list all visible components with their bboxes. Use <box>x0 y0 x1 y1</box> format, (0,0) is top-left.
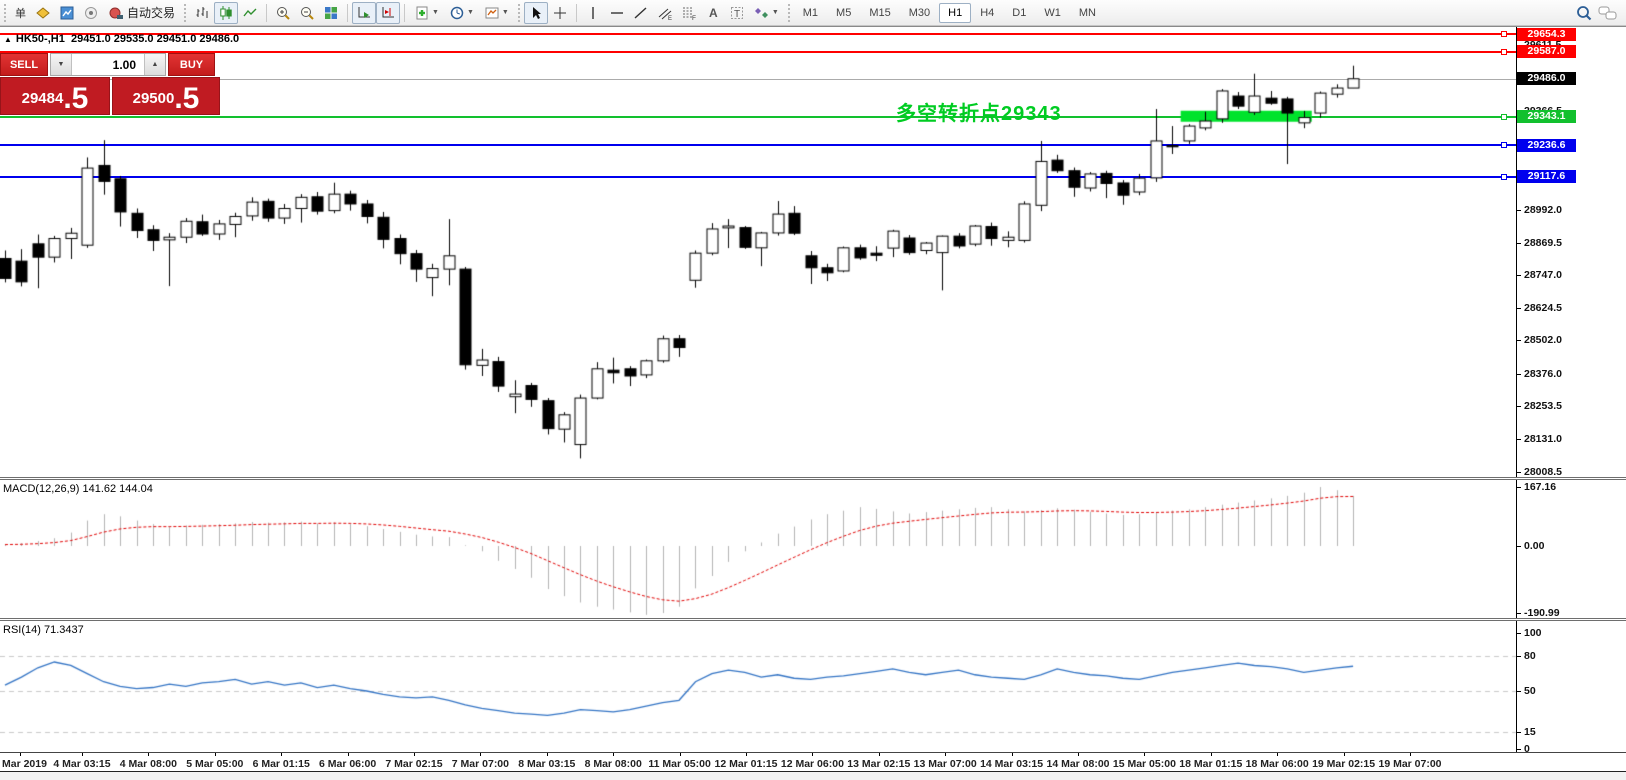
toolbar-grip[interactable] <box>184 3 187 22</box>
toolbar-grip[interactable] <box>787 3 790 22</box>
signals-icon[interactable] <box>79 2 103 24</box>
zoom-in-icon[interactable] <box>271 2 295 24</box>
templates-button[interactable]: ▼ <box>479 2 514 24</box>
rsi-indicator-label: RSI(14) 71.3437 <box>3 624 84 636</box>
fibonacci-icon[interactable]: F <box>677 2 701 24</box>
pane-splitter-macd[interactable] <box>0 477 1626 480</box>
tf-mn[interactable]: MN <box>1078 6 1096 19</box>
tf-h4[interactable]: H4 <box>980 6 995 19</box>
tf-d1[interactable]: D1 <box>1012 6 1027 19</box>
window-bottom-strip <box>0 772 1626 780</box>
chart-ohlc-title: ▲ HK50-,H1 29451.0 29535.0 29451.0 29486.… <box>4 33 239 45</box>
main-toolbar: 单 自动交易 ▼ ▼ ▼ E F A T ▼ M1 M5 M15 M30 H1 H4 D1 W… <box>0 0 1626 26</box>
chevron-down-icon: ▼ <box>466 9 474 16</box>
window-bottom-border <box>0 771 1626 772</box>
price-axis-line <box>1516 27 1517 752</box>
volume-stepper: ▼ 1.00 ▲ <box>50 53 166 76</box>
clock-icon <box>450 6 464 19</box>
symbol-period-label: HK50-,H1 <box>15 33 65 45</box>
new-order-label: 单 <box>15 7 26 20</box>
chevron-down-icon: ▼ <box>771 9 779 16</box>
new-order-button[interactable]: 单 <box>10 2 31 24</box>
line-chart-icon[interactable] <box>238 2 262 24</box>
sell-price-box[interactable]: 29484.5 <box>0 77 110 115</box>
tf-m15[interactable]: M15 <box>869 6 891 19</box>
auto-trading-button[interactable]: 自动交易 <box>103 2 180 24</box>
crosshair-icon[interactable] <box>548 2 572 24</box>
volume-decrease-button[interactable]: ▼ <box>51 54 72 75</box>
volume-value[interactable]: 1.00 <box>112 57 136 72</box>
tf-w1[interactable]: W1 <box>1044 6 1061 19</box>
svg-text:T: T <box>734 9 740 20</box>
sell-price-pips: .5 <box>63 81 89 115</box>
sell-button[interactable]: SELL <box>0 53 48 76</box>
trendline-icon[interactable] <box>629 2 653 24</box>
horizontal-line-icon[interactable] <box>605 2 629 24</box>
search-icon[interactable] <box>1572 2 1596 24</box>
ohlc-values: 29451.0 29535.0 29451.0 29486.0 <box>70 33 240 45</box>
indicators-icon <box>416 6 428 19</box>
svg-text:A: A <box>709 6 718 20</box>
chat-icon[interactable] <box>1596 2 1620 24</box>
volume-increase-button[interactable]: ▲ <box>144 54 165 75</box>
arrows-icon <box>754 7 768 18</box>
arrows-button[interactable]: ▼ <box>749 2 784 24</box>
new-order-icon[interactable] <box>31 2 55 24</box>
tf-h1[interactable]: H1 <box>939 2 972 23</box>
tf-m1[interactable]: M1 <box>802 6 819 19</box>
text-label-icon[interactable]: T <box>725 2 749 24</box>
chart-shift-icon[interactable] <box>376 1 401 24</box>
template-icon <box>485 7 499 18</box>
time-axis-border <box>0 752 1626 753</box>
cursor-icon[interactable] <box>523 1 548 24</box>
chart-window: 29611.5 29366.5 28992.0 28869.5 28747.0 28624… <box>0 26 1626 780</box>
chevron-down-icon: ▼ <box>501 9 509 16</box>
sell-price-main: 29484 <box>21 90 64 107</box>
buy-price-pips: .5 <box>174 81 200 115</box>
auto-trading-label: 自动交易 <box>127 6 176 20</box>
toolbar-grip[interactable] <box>4 3 6 22</box>
bar-chart-icon[interactable] <box>190 2 214 24</box>
candlestick-chart-icon[interactable] <box>214 1 239 24</box>
pivot-annotation-text[interactable]: 多空转折点29343 <box>896 103 1062 125</box>
buy-price-box[interactable]: 29500.5 <box>112 77 220 115</box>
chevron-down-icon: ▼ <box>432 9 439 16</box>
chart-window-icon[interactable] <box>55 2 79 24</box>
macd-indicator-label: MACD(12,26,9) 141.62 144.04 <box>3 483 153 495</box>
tf-m30[interactable]: M30 <box>908 6 931 19</box>
buy-button[interactable]: BUY <box>168 53 215 76</box>
tile-windows-icon[interactable] <box>319 2 343 24</box>
indicators-button[interactable]: ▼ <box>409 2 444 24</box>
buy-price-main: 29500 <box>132 90 175 107</box>
svg-text:F: F <box>692 15 696 21</box>
zoom-out-icon[interactable] <box>295 2 319 24</box>
text-icon[interactable]: A <box>701 2 725 24</box>
periods-button[interactable]: ▼ <box>444 2 479 24</box>
timeframe-group: M1 M5 M15 M30 H1 H4 D1 W1 MN <box>794 2 1105 23</box>
collapse-panel-icon[interactable]: ▲ <box>4 35 12 44</box>
toolbar-grip[interactable] <box>517 3 520 22</box>
auto-trading-icon <box>109 7 123 19</box>
svg-text:E: E <box>668 16 672 21</box>
one-click-trade-panel: SELL ▼ 1.00 ▲ BUY 29484.5 29500.5 <box>0 53 220 115</box>
tf-m5[interactable]: M5 <box>836 6 852 19</box>
vertical-line-icon[interactable] <box>581 2 605 24</box>
price-chart-canvas[interactable] <box>0 27 1626 780</box>
auto-scroll-icon[interactable] <box>352 1 377 24</box>
equidistant-channel-icon[interactable]: E <box>653 2 677 24</box>
pane-splitter-rsi[interactable] <box>0 618 1626 621</box>
